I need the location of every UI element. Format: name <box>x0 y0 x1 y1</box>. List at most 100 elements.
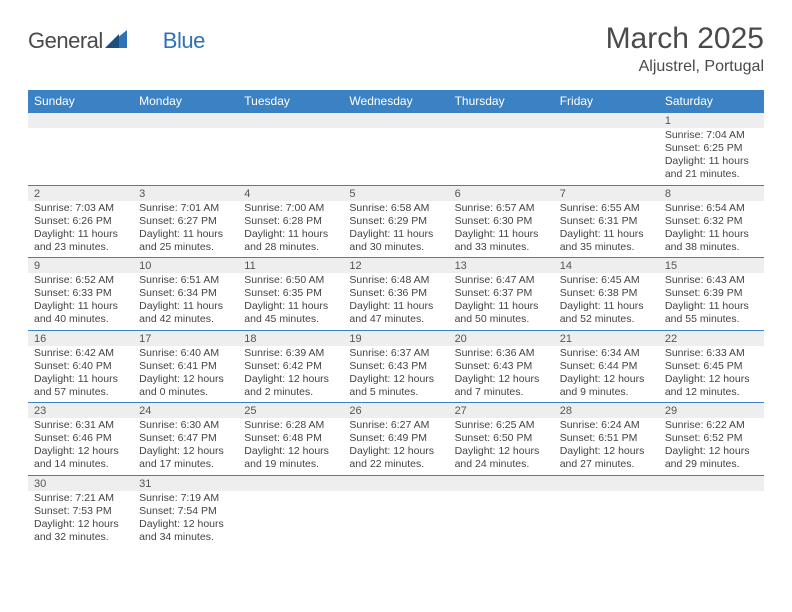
day-cell: Sunrise: 6:50 AMSunset: 6:35 PMDaylight:… <box>238 273 343 330</box>
weekday-header: Friday <box>554 90 659 113</box>
daylight-line-2: and 38 minutes. <box>665 241 758 254</box>
weekday-header: Thursday <box>449 90 554 113</box>
sunrise-line: Sunrise: 6:48 AM <box>349 274 442 287</box>
sunset-line: Sunset: 6:39 PM <box>665 287 758 300</box>
daylight-line-1: Daylight: 11 hours <box>349 300 442 313</box>
daylight-line-1: Daylight: 11 hours <box>34 228 127 241</box>
sunset-line: Sunset: 6:28 PM <box>244 215 337 228</box>
sunrise-line: Sunrise: 6:55 AM <box>560 202 653 215</box>
day-cell: Sunrise: 6:39 AMSunset: 6:42 PMDaylight:… <box>238 346 343 403</box>
daylight-line-2: and 57 minutes. <box>34 386 127 399</box>
title-block: March 2025 Aljustrel, Portugal <box>606 22 764 76</box>
day-cell: Sunrise: 6:40 AMSunset: 6:41 PMDaylight:… <box>133 346 238 403</box>
empty-cell <box>554 113 659 129</box>
daylight-line-1: Daylight: 11 hours <box>665 300 758 313</box>
daylight-line-2: and 2 minutes. <box>244 386 337 399</box>
sunset-line: Sunset: 6:34 PM <box>139 287 232 300</box>
daylight-line-1: Daylight: 11 hours <box>244 300 337 313</box>
empty-cell <box>238 128 343 185</box>
daylight-line-1: Daylight: 11 hours <box>560 300 653 313</box>
daylight-line-2: and 12 minutes. <box>665 386 758 399</box>
day-cell: Sunrise: 7:19 AMSunset: 7:54 PMDaylight:… <box>133 491 238 548</box>
daylight-line-2: and 42 minutes. <box>139 313 232 326</box>
sunrise-line: Sunrise: 6:57 AM <box>455 202 548 215</box>
sunset-line: Sunset: 6:45 PM <box>665 360 758 373</box>
sunrise-line: Sunrise: 7:01 AM <box>139 202 232 215</box>
sunrise-line: Sunrise: 6:45 AM <box>560 274 653 287</box>
daylight-line-1: Daylight: 12 hours <box>34 518 127 531</box>
empty-cell <box>28 128 133 185</box>
day-number: 11 <box>238 258 343 274</box>
daylight-line-1: Daylight: 11 hours <box>455 228 548 241</box>
sunset-line: Sunset: 6:52 PM <box>665 432 758 445</box>
day-number: 28 <box>554 403 659 419</box>
daylight-line-1: Daylight: 12 hours <box>349 373 442 386</box>
calendar-header-row: SundayMondayTuesdayWednesdayThursdayFrid… <box>28 90 764 113</box>
day-cell: Sunrise: 7:03 AMSunset: 6:26 PMDaylight:… <box>28 201 133 258</box>
day-number: 2 <box>28 185 133 201</box>
daylight-line-1: Daylight: 11 hours <box>34 373 127 386</box>
sunset-line: Sunset: 6:46 PM <box>34 432 127 445</box>
daylight-line-2: and 34 minutes. <box>139 531 232 544</box>
day-number: 24 <box>133 403 238 419</box>
empty-cell <box>28 113 133 129</box>
day-number: 17 <box>133 330 238 346</box>
sunrise-line: Sunrise: 6:51 AM <box>139 274 232 287</box>
day-number: 26 <box>343 403 448 419</box>
day-cell: Sunrise: 6:54 AMSunset: 6:32 PMDaylight:… <box>659 201 764 258</box>
empty-cell <box>343 113 448 129</box>
logo-text-general: General <box>28 28 103 54</box>
empty-cell <box>449 475 554 491</box>
sunset-line: Sunset: 6:43 PM <box>349 360 442 373</box>
day-number: 15 <box>659 258 764 274</box>
day-number: 27 <box>449 403 554 419</box>
day-cell: Sunrise: 7:21 AMSunset: 7:53 PMDaylight:… <box>28 491 133 548</box>
day-number: 5 <box>343 185 448 201</box>
sunset-line: Sunset: 7:54 PM <box>139 505 232 518</box>
logo: General Blue <box>28 28 205 54</box>
sunset-line: Sunset: 6:37 PM <box>455 287 548 300</box>
day-number: 16 <box>28 330 133 346</box>
daylight-line-1: Daylight: 11 hours <box>349 228 442 241</box>
day-cell: Sunrise: 6:55 AMSunset: 6:31 PMDaylight:… <box>554 201 659 258</box>
sunrise-line: Sunrise: 6:58 AM <box>349 202 442 215</box>
sunset-line: Sunset: 6:35 PM <box>244 287 337 300</box>
day-cell: Sunrise: 6:33 AMSunset: 6:45 PMDaylight:… <box>659 346 764 403</box>
sunset-line: Sunset: 6:48 PM <box>244 432 337 445</box>
sunset-line: Sunset: 6:50 PM <box>455 432 548 445</box>
day-cell: Sunrise: 6:47 AMSunset: 6:37 PMDaylight:… <box>449 273 554 330</box>
day-number: 29 <box>659 403 764 419</box>
weekday-header: Monday <box>133 90 238 113</box>
daylight-line-2: and 5 minutes. <box>349 386 442 399</box>
day-cell: Sunrise: 6:52 AMSunset: 6:33 PMDaylight:… <box>28 273 133 330</box>
empty-cell <box>449 128 554 185</box>
empty-cell <box>238 491 343 548</box>
empty-cell <box>554 491 659 548</box>
day-cell: Sunrise: 7:01 AMSunset: 6:27 PMDaylight:… <box>133 201 238 258</box>
sunrise-line: Sunrise: 6:50 AM <box>244 274 337 287</box>
sunrise-line: Sunrise: 6:31 AM <box>34 419 127 432</box>
day-cell: Sunrise: 6:22 AMSunset: 6:52 PMDaylight:… <box>659 418 764 475</box>
sunrise-line: Sunrise: 6:43 AM <box>665 274 758 287</box>
day-number: 20 <box>449 330 554 346</box>
sunset-line: Sunset: 6:30 PM <box>455 215 548 228</box>
sunset-line: Sunset: 7:53 PM <box>34 505 127 518</box>
sunset-line: Sunset: 6:41 PM <box>139 360 232 373</box>
day-number: 23 <box>28 403 133 419</box>
sunset-line: Sunset: 6:43 PM <box>455 360 548 373</box>
sunset-line: Sunset: 6:32 PM <box>665 215 758 228</box>
daylight-line-2: and 0 minutes. <box>139 386 232 399</box>
sunrise-line: Sunrise: 6:40 AM <box>139 347 232 360</box>
sunrise-line: Sunrise: 6:24 AM <box>560 419 653 432</box>
empty-cell <box>554 475 659 491</box>
daylight-line-2: and 45 minutes. <box>244 313 337 326</box>
sunrise-line: Sunrise: 6:33 AM <box>665 347 758 360</box>
sunset-line: Sunset: 6:38 PM <box>560 287 653 300</box>
day-number: 9 <box>28 258 133 274</box>
daylight-line-2: and 17 minutes. <box>139 458 232 471</box>
day-number: 18 <box>238 330 343 346</box>
sunrise-line: Sunrise: 7:21 AM <box>34 492 127 505</box>
daylight-line-2: and 21 minutes. <box>665 168 758 181</box>
daylight-line-2: and 27 minutes. <box>560 458 653 471</box>
sunrise-line: Sunrise: 7:19 AM <box>139 492 232 505</box>
